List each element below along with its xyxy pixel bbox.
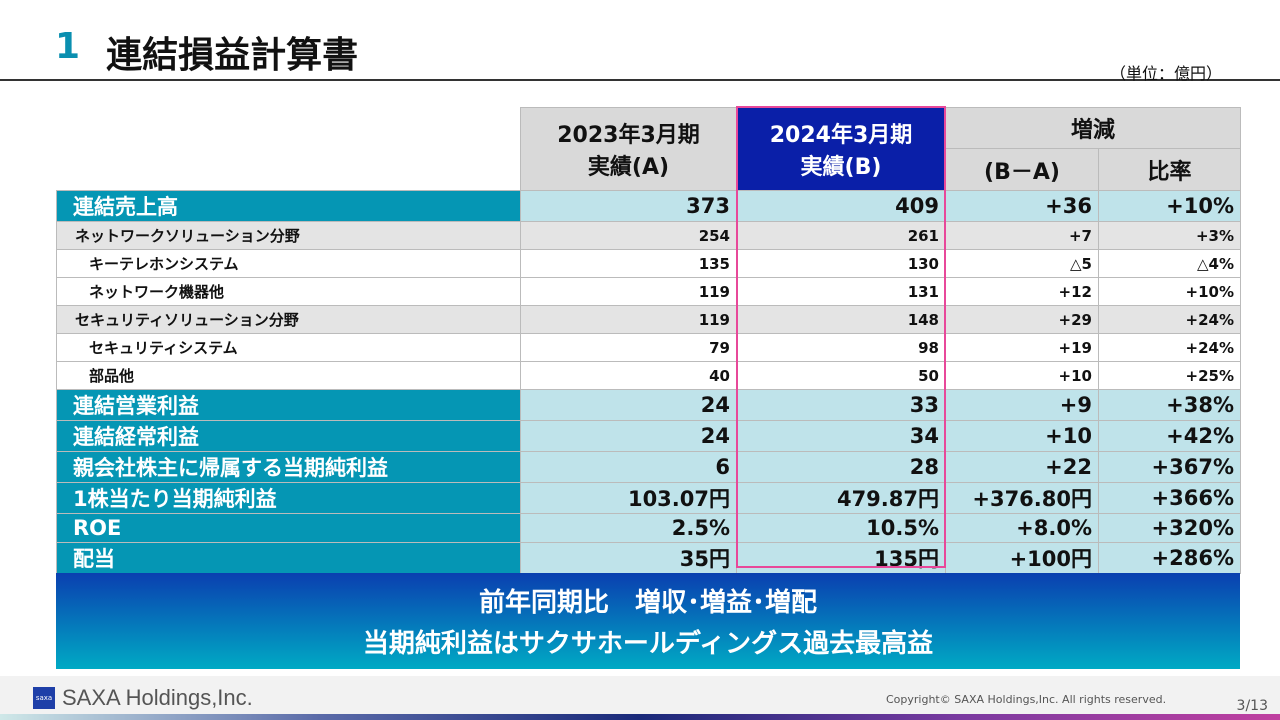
value-fy2023: 79 xyxy=(520,333,737,362)
copyright: Copyright© SAXA Holdings,Inc. All rights… xyxy=(886,693,1167,706)
footer xyxy=(0,676,1280,720)
table-row: 配当 35円 135円 +100円 +286% xyxy=(56,542,1242,574)
footer-gradient-bar xyxy=(0,714,1280,720)
row-label: ネットワークソリューション分野 xyxy=(56,221,521,250)
row-label: 連結経常利益 xyxy=(56,420,521,452)
value-ratio: △4% xyxy=(1097,249,1242,278)
value-fy2023: 35円 xyxy=(520,542,737,574)
value-diff: +376.80円 xyxy=(945,482,1099,514)
title-text: 連結損益計算書 xyxy=(106,35,359,76)
header-fy2023: 2023年3月期 実績(A) xyxy=(520,107,737,191)
value-ratio: +10% xyxy=(1097,190,1242,222)
value-fy2024: 33 xyxy=(736,389,946,421)
table-row: 親会社株主に帰属する当期純利益 6 28 +22 +367% xyxy=(56,451,1242,483)
table-row: 連結営業利益 24 33 +9 +38% xyxy=(56,389,1242,421)
value-ratio: +24% xyxy=(1097,333,1242,362)
income-statement-table: 2023年3月期 実績(A) 2024年3月期 実績(B) 増減 (B－A) 比率 … xyxy=(56,107,1242,574)
value-fy2024: 148 xyxy=(736,305,946,334)
header-fy2024: 2024年3月期 実績(B) xyxy=(736,107,946,191)
value-fy2024: 135円 xyxy=(736,542,946,574)
company-name: SAXA Holdings,Inc. xyxy=(62,685,253,710)
value-diff: +10 xyxy=(945,361,1099,390)
table-row: 部品他 40 50 +10 +25% xyxy=(56,361,1242,390)
header-blank xyxy=(56,107,521,191)
table-row: セキュリティシステム 79 98 +19 +24% xyxy=(56,333,1242,362)
value-diff: +22 xyxy=(945,451,1099,483)
table-row: キーテレホンシステム 135 130 △5 △4% xyxy=(56,249,1242,278)
value-fy2023: 135 xyxy=(520,249,737,278)
header-diff: (B－A) xyxy=(945,148,1099,191)
value-fy2023: 373 xyxy=(520,190,737,222)
row-label: 親会社株主に帰属する当期純利益 xyxy=(56,451,521,483)
row-label: 連結売上高 xyxy=(56,190,521,222)
value-fy2024: 261 xyxy=(736,221,946,250)
table-row: 連結売上高 373 409 +36 +10% xyxy=(56,190,1242,222)
value-fy2023: 40 xyxy=(520,361,737,390)
table-row: ROE 2.5% 10.5% +8.0% +320% xyxy=(56,513,1242,543)
value-diff: +7 xyxy=(945,221,1099,250)
value-fy2024: 34 xyxy=(736,420,946,452)
table-row: ネットワーク機器他 119 131 +12 +10% xyxy=(56,277,1242,306)
value-ratio: +42% xyxy=(1097,420,1242,452)
value-fy2023: 119 xyxy=(520,305,737,334)
value-diff: +9 xyxy=(945,389,1099,421)
header-change-group: 増減 xyxy=(944,107,1242,149)
value-diff: +12 xyxy=(945,277,1099,306)
row-label: セキュリティシステム xyxy=(56,333,521,362)
value-diff: +36 xyxy=(945,190,1099,222)
table-row: 1株当たり当期純利益 103.07円 479.87円 +376.80円 +366% xyxy=(56,482,1242,514)
table-row: 連結経常利益 24 34 +10 +42% xyxy=(56,420,1242,452)
row-label: セキュリティソリューション分野 xyxy=(56,305,521,334)
unit-label: （単位：億円） xyxy=(1109,64,1222,83)
page-number: 3/13 xyxy=(1236,698,1268,714)
value-fy2023: 24 xyxy=(520,389,737,421)
value-diff: +100円 xyxy=(945,542,1099,574)
row-label: 部品他 xyxy=(56,361,521,390)
value-ratio: +3% xyxy=(1097,221,1242,250)
row-label: 配当 xyxy=(56,542,521,574)
value-diff: △5 xyxy=(945,249,1099,278)
value-diff: +19 xyxy=(945,333,1099,362)
page-title: 1 連結損益計算書 xyxy=(55,26,358,78)
value-ratio: +10% xyxy=(1097,277,1242,306)
value-diff: +8.0% xyxy=(945,513,1099,543)
value-fy2023: 24 xyxy=(520,420,737,452)
value-ratio: +24% xyxy=(1097,305,1242,334)
value-fy2024: 98 xyxy=(736,333,946,362)
header-ratio: 比率 xyxy=(1097,148,1242,191)
value-fy2023: 119 xyxy=(520,277,737,306)
row-label: キーテレホンシステム xyxy=(56,249,521,278)
value-fy2023: 103.07円 xyxy=(520,482,737,514)
value-fy2023: 6 xyxy=(520,451,737,483)
value-ratio: +320% xyxy=(1097,513,1242,543)
value-fy2024: 130 xyxy=(736,249,946,278)
row-label: ROE xyxy=(56,513,521,543)
table-row: ネットワークソリューション分野 254 261 +7 +3% xyxy=(56,221,1242,250)
table-row: セキュリティソリューション分野 119 148 +29 +24% xyxy=(56,305,1242,334)
value-ratio: +366% xyxy=(1097,482,1242,514)
value-fy2024: 10.5% xyxy=(736,513,946,543)
value-diff: +29 xyxy=(945,305,1099,334)
value-fy2024: 409 xyxy=(736,190,946,222)
value-ratio: +367% xyxy=(1097,451,1242,483)
value-fy2024: 50 xyxy=(736,361,946,390)
section-number: 1 xyxy=(55,26,81,67)
row-label: 連結営業利益 xyxy=(56,389,521,421)
saxa-logo: saxa xyxy=(33,687,55,709)
row-label: ネットワーク機器他 xyxy=(56,277,521,306)
value-fy2024: 28 xyxy=(736,451,946,483)
banner-line-2: 当期純利益はサクサホールディングス過去最高益 xyxy=(362,629,934,659)
title-divider xyxy=(0,79,1280,81)
value-ratio: +286% xyxy=(1097,542,1242,574)
value-fy2023: 2.5% xyxy=(520,513,737,543)
value-ratio: +25% xyxy=(1097,361,1242,390)
value-ratio: +38% xyxy=(1097,389,1242,421)
summary-banner: 前年同期比 増収･増益･増配 当期純利益はサクサホールディングス過去最高益 xyxy=(56,573,1240,669)
value-fy2024: 131 xyxy=(736,277,946,306)
value-fy2024: 479.87円 xyxy=(736,482,946,514)
value-fy2023: 254 xyxy=(520,221,737,250)
row-label: 1株当たり当期純利益 xyxy=(56,482,521,514)
value-diff: +10 xyxy=(945,420,1099,452)
banner-line-1: 前年同期比 増収･増益･増配 xyxy=(478,588,817,618)
